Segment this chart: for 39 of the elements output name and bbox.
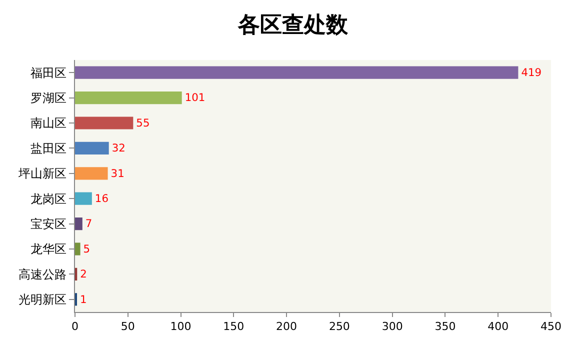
y-tick-label: 光明新区 (18, 292, 67, 307)
y-tick-label: 高速公路 (18, 267, 67, 282)
data-label: 31 (110, 166, 124, 180)
x-tick-label: 400 (488, 320, 509, 334)
chart-title: 各区查处数 (237, 12, 349, 38)
bar (75, 192, 92, 205)
y-tick-label: 南山区 (30, 116, 67, 130)
y-tick-label: 坪山新区 (18, 166, 67, 181)
data-label: 5 (83, 242, 90, 256)
y-tick-label: 龙华区 (30, 242, 67, 256)
y-tick-label: 龙岗区 (30, 192, 67, 206)
bar (75, 66, 518, 79)
data-label: 16 (94, 192, 109, 205)
y-tick-label: 宝安区 (30, 217, 67, 231)
x-tick-label: 300 (382, 320, 403, 334)
x-tick-label: 450 (540, 320, 562, 334)
y-tick-label: 盐田区 (30, 141, 67, 156)
data-label: 7 (85, 217, 92, 230)
data-label: 2 (80, 268, 87, 281)
x-tick-label: 50 (120, 320, 135, 334)
y-tick-label: 罗湖区 (30, 91, 67, 105)
x-tick-label: 250 (328, 320, 350, 334)
x-tick-label: 0 (72, 320, 78, 334)
x-tick-label: 350 (434, 320, 456, 334)
bar (75, 167, 108, 180)
x-tick-label: 150 (223, 320, 244, 334)
data-label: 32 (112, 142, 126, 155)
data-label: 1 (80, 292, 87, 306)
data-label: 419 (521, 66, 542, 79)
x-tick-label: 100 (170, 320, 192, 334)
bar (75, 142, 109, 154)
bar (75, 242, 80, 256)
x-tick-label: 200 (276, 320, 298, 334)
bar (75, 92, 182, 104)
data-label: 55 (136, 116, 150, 130)
data-label: 101 (184, 91, 206, 104)
bar (75, 116, 134, 130)
y-tick-label: 福田区 (30, 66, 67, 80)
bar (75, 218, 82, 230)
